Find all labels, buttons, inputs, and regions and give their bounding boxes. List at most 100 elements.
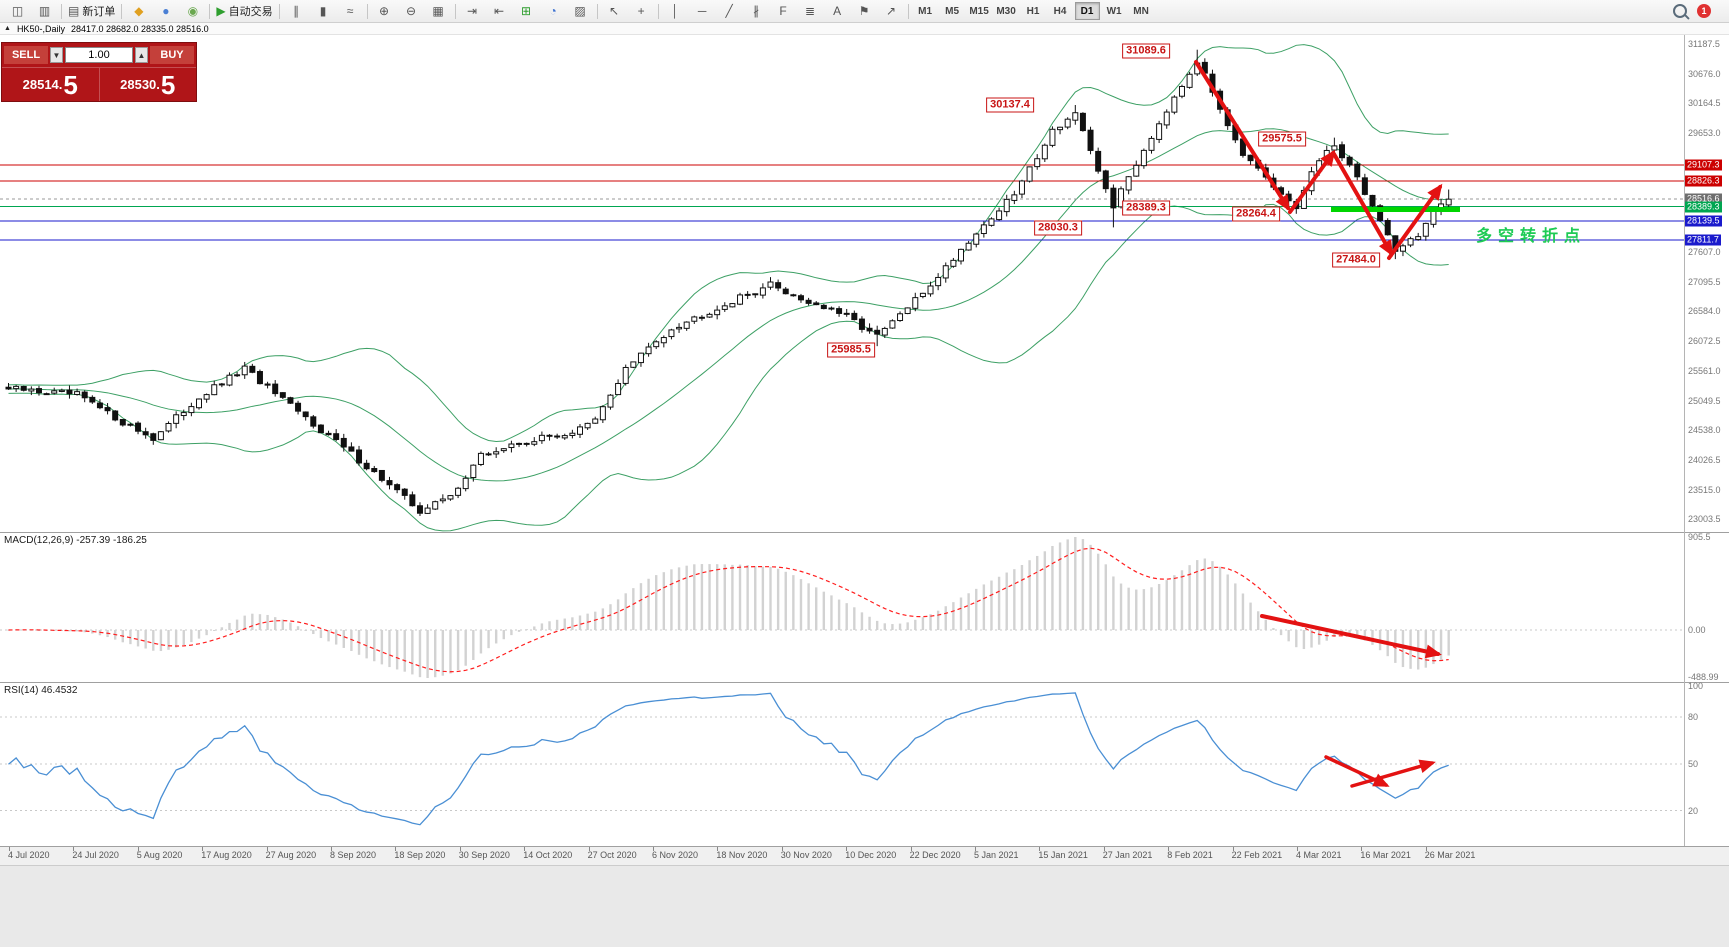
toolbar-separator bbox=[366, 3, 368, 19]
price-axis-level-label: 29107.3 bbox=[1685, 159, 1722, 171]
one-click-trading-panel: SELL ▼ 1.00 ▲ BUY 28514. 5 28530. 5 bbox=[1, 42, 197, 102]
horizontal-line-icon-glyph: ─ bbox=[697, 4, 707, 18]
time-axis-label: 18 Nov 2020 bbox=[716, 850, 768, 860]
price-annotation: 30137.4 bbox=[986, 97, 1034, 113]
time-axis-tick bbox=[9, 847, 10, 851]
label-tool-icon[interactable]: ⚑ bbox=[851, 2, 878, 21]
text-tool-icon[interactable]: A bbox=[824, 2, 851, 21]
timeframe-button-h4[interactable]: H4 bbox=[1053, 5, 1067, 17]
crosshair-icon-glyph: + bbox=[637, 4, 645, 18]
candlestick-chart-icon-glyph: ▮ bbox=[319, 4, 327, 18]
notifications-badge[interactable]: 1 bbox=[1697, 4, 1711, 18]
macd-axis-label: 0.00 bbox=[1688, 625, 1706, 635]
time-axis-label: 30 Nov 2020 bbox=[780, 850, 832, 860]
community-icon[interactable]: ● bbox=[152, 2, 179, 21]
time-axis[interactable] bbox=[0, 847, 1729, 865]
sell-price[interactable]: 28514. 5 bbox=[2, 68, 99, 101]
timeframe-button-m1[interactable]: M1 bbox=[918, 5, 933, 17]
time-axis-tick bbox=[910, 847, 912, 851]
bar-chart-icon[interactable]: ∥ bbox=[283, 2, 310, 21]
sell-button[interactable]: SELL bbox=[4, 46, 48, 64]
timeframe-button-mn[interactable]: MN bbox=[1133, 5, 1149, 17]
price-axis-label: 29653.0 bbox=[1688, 128, 1721, 139]
timeframe-button-m15[interactable]: M15 bbox=[969, 5, 989, 17]
price-axis-label: 26584.0 bbox=[1688, 306, 1721, 317]
zoom-out-icon[interactable]: ⊖ bbox=[398, 2, 425, 21]
price-annotation: 28030.3 bbox=[1034, 220, 1082, 236]
timeframe-button-w1[interactable]: W1 bbox=[1106, 5, 1122, 17]
crosshair-icon[interactable]: + bbox=[628, 2, 655, 21]
price-annotation: 28264.4 bbox=[1232, 206, 1280, 222]
trendline-icon[interactable]: ╱ bbox=[716, 2, 743, 21]
time-axis-tick bbox=[588, 847, 590, 851]
label-tool-icon-glyph: ⚑ bbox=[858, 4, 870, 18]
autotrading-button[interactable]: ▶ 自动交易 bbox=[213, 2, 275, 21]
new-order-button[interactable]: ▤ 新订单 bbox=[65, 2, 118, 21]
time-axis-label: 10 Dec 2020 bbox=[845, 850, 897, 860]
price-annotation: 29575.5 bbox=[1258, 131, 1306, 147]
zoom-out-icon-glyph: ⊖ bbox=[406, 4, 417, 18]
cursor-icon[interactable]: ↖ bbox=[601, 2, 628, 21]
tile-windows-icon[interactable]: ▦ bbox=[425, 2, 452, 21]
timeframe-button-m5[interactable]: M5 bbox=[945, 5, 960, 17]
time-axis-tick bbox=[1232, 847, 1234, 851]
cursor-icon-glyph: ↖ bbox=[609, 4, 620, 18]
new-chart-icon[interactable]: ◫ bbox=[4, 2, 31, 21]
equidistant-channel-icon[interactable]: ∦ bbox=[743, 2, 770, 21]
metaquotes-icon[interactable]: ◆ bbox=[125, 2, 152, 21]
toolbar-separator bbox=[454, 3, 456, 19]
lot-decrease-button[interactable]: ▼ bbox=[50, 47, 63, 63]
fibonacci-icon[interactable]: F bbox=[770, 2, 797, 21]
toolbar-separator bbox=[657, 3, 659, 19]
chart-profiles-icon[interactable]: ▥ bbox=[31, 2, 58, 21]
bull-bear-turning-point-note: 多空转折点 bbox=[1476, 228, 1587, 245]
lot-size-input[interactable]: 1.00 bbox=[65, 47, 133, 63]
time-axis-tick bbox=[846, 847, 848, 851]
vertical-line-icon[interactable]: │ bbox=[662, 2, 689, 21]
templates-icon[interactable]: ▨ bbox=[567, 2, 594, 21]
rsi-axis-label: 80 bbox=[1688, 712, 1699, 723]
shapes-tool-icon[interactable]: ↗ bbox=[878, 2, 905, 21]
search-icon[interactable] bbox=[1673, 4, 1687, 18]
buy-button[interactable]: BUY bbox=[150, 46, 194, 64]
price-axis-label: 31187.5 bbox=[1688, 39, 1720, 49]
periods-icon[interactable]: ◔ bbox=[540, 2, 567, 21]
buy-price-pip: 5 bbox=[160, 69, 176, 100]
grid-tool-icon[interactable]: ≣ bbox=[797, 2, 824, 21]
rsi-axis-label: 50 bbox=[1688, 758, 1699, 769]
price-annotation: 25985.5 bbox=[827, 342, 875, 358]
macd-axis-label: -488.99 bbox=[1688, 672, 1719, 682]
candlestick-chart-icon[interactable]: ▮ bbox=[310, 2, 337, 21]
equidistant-channel-icon-glyph: ∦ bbox=[753, 4, 760, 18]
horizontal-line-icon[interactable]: ─ bbox=[689, 2, 716, 21]
auto-scroll-icon-glyph: ⇥ bbox=[467, 4, 478, 18]
new-chart-icon-glyph: ◫ bbox=[11, 4, 24, 18]
price-axis-level-label: 28139.5 bbox=[1685, 215, 1722, 227]
time-axis-label: 30 Sep 2020 bbox=[458, 850, 510, 860]
price-axis-label: 24538.0 bbox=[1688, 425, 1721, 436]
main-toolbar: ◫ ▥ ▤ 新订单 ◆ ● ◉ ▶ 自动交易 ∥ ▮ ≈ ⊕ ⊖ ▦ ⇥ ⇤ ⊞ ◔ ▨ ↖ + │ ─ ╱ ∦ F ≣ A ⚑ ↗ M1 M5… bbox=[0, 0, 1729, 23]
line-chart-icon[interactable]: ≈ bbox=[337, 2, 364, 21]
buy-price[interactable]: 28530. 5 bbox=[98, 68, 197, 101]
timeframe-button-h1[interactable]: H1 bbox=[1026, 5, 1040, 17]
timeframe-button-m30[interactable]: M30 bbox=[996, 5, 1016, 17]
indicators-icon-glyph: ⊞ bbox=[521, 4, 532, 18]
chart-shift-icon[interactable]: ⇤ bbox=[486, 2, 513, 21]
time-axis-label: 8 Feb 2021 bbox=[1167, 850, 1213, 860]
time-axis-tick bbox=[1361, 847, 1363, 851]
sell-price-pip: 5 bbox=[63, 69, 78, 100]
lot-increase-button[interactable]: ▲ bbox=[135, 47, 148, 63]
chart-window-icon: ▲ bbox=[4, 25, 11, 32]
text-tool-icon-glyph: A bbox=[833, 4, 842, 18]
time-axis-label: 27 Aug 2020 bbox=[265, 850, 317, 860]
time-axis-tick bbox=[781, 847, 783, 851]
time-axis-label: 6 Nov 2020 bbox=[652, 850, 699, 860]
zoom-in-icon[interactable]: ⊕ bbox=[371, 2, 398, 21]
auto-scroll-icon[interactable]: ⇥ bbox=[459, 2, 486, 21]
help-icon[interactable]: ◉ bbox=[179, 2, 206, 21]
timeframe-button-d1[interactable]: D1 bbox=[1074, 2, 1100, 20]
rsi-axis-label: 20 bbox=[1688, 805, 1699, 816]
macd-indicator-label: MACD(12,26,9) -257.39 -186.25 bbox=[4, 535, 147, 546]
indicators-icon[interactable]: ⊞ bbox=[513, 2, 540, 21]
